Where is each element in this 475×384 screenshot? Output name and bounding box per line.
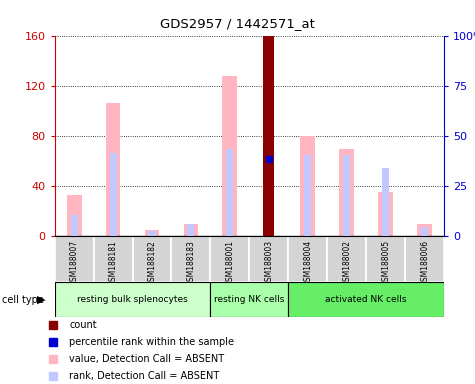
- Text: rank, Detection Call = ABSENT: rank, Detection Call = ABSENT: [69, 371, 219, 381]
- Text: cell type: cell type: [2, 295, 44, 305]
- Bar: [288, 282, 444, 317]
- Text: GSM188005: GSM188005: [381, 240, 390, 286]
- Bar: [55, 282, 210, 317]
- Bar: [227, 149, 233, 236]
- Bar: [249, 236, 288, 282]
- Bar: [222, 76, 238, 236]
- Text: GSM188004: GSM188004: [304, 240, 312, 286]
- Text: ▶: ▶: [37, 295, 46, 305]
- Bar: [339, 149, 354, 236]
- Bar: [405, 236, 444, 282]
- Bar: [133, 236, 171, 282]
- Bar: [71, 215, 77, 236]
- Text: GSM188007: GSM188007: [70, 240, 78, 286]
- Bar: [417, 223, 432, 236]
- Text: percentile rank within the sample: percentile rank within the sample: [69, 337, 234, 347]
- Bar: [421, 227, 428, 236]
- Bar: [327, 236, 366, 282]
- Bar: [149, 231, 155, 236]
- Bar: [210, 282, 288, 317]
- Text: resting bulk splenocytes: resting bulk splenocytes: [77, 295, 188, 304]
- Bar: [378, 192, 393, 236]
- Bar: [171, 236, 210, 282]
- Text: GSM188183: GSM188183: [187, 240, 195, 286]
- Bar: [55, 236, 94, 282]
- Bar: [366, 236, 405, 282]
- Text: GSM188181: GSM188181: [109, 240, 117, 286]
- Bar: [183, 223, 199, 236]
- Bar: [264, 36, 274, 236]
- Bar: [144, 230, 160, 236]
- Text: GSM188006: GSM188006: [420, 240, 429, 286]
- Text: activated NK cells: activated NK cells: [325, 295, 407, 304]
- Bar: [188, 223, 194, 236]
- Text: GDS2957 / 1442571_at: GDS2957 / 1442571_at: [160, 17, 315, 30]
- Bar: [288, 236, 327, 282]
- Bar: [66, 195, 82, 236]
- Bar: [300, 136, 315, 236]
- Text: GSM188003: GSM188003: [265, 240, 273, 286]
- Bar: [343, 155, 350, 236]
- Text: GSM188182: GSM188182: [148, 240, 156, 286]
- Text: count: count: [69, 320, 97, 330]
- Bar: [304, 155, 311, 236]
- Text: value, Detection Call = ABSENT: value, Detection Call = ABSENT: [69, 354, 224, 364]
- Bar: [382, 167, 389, 236]
- Text: GSM188002: GSM188002: [342, 240, 351, 286]
- Text: resting NK cells: resting NK cells: [214, 295, 285, 304]
- Bar: [105, 103, 121, 236]
- Bar: [94, 236, 133, 282]
- Bar: [210, 236, 249, 282]
- Text: GSM188001: GSM188001: [226, 240, 234, 286]
- Bar: [110, 152, 116, 236]
